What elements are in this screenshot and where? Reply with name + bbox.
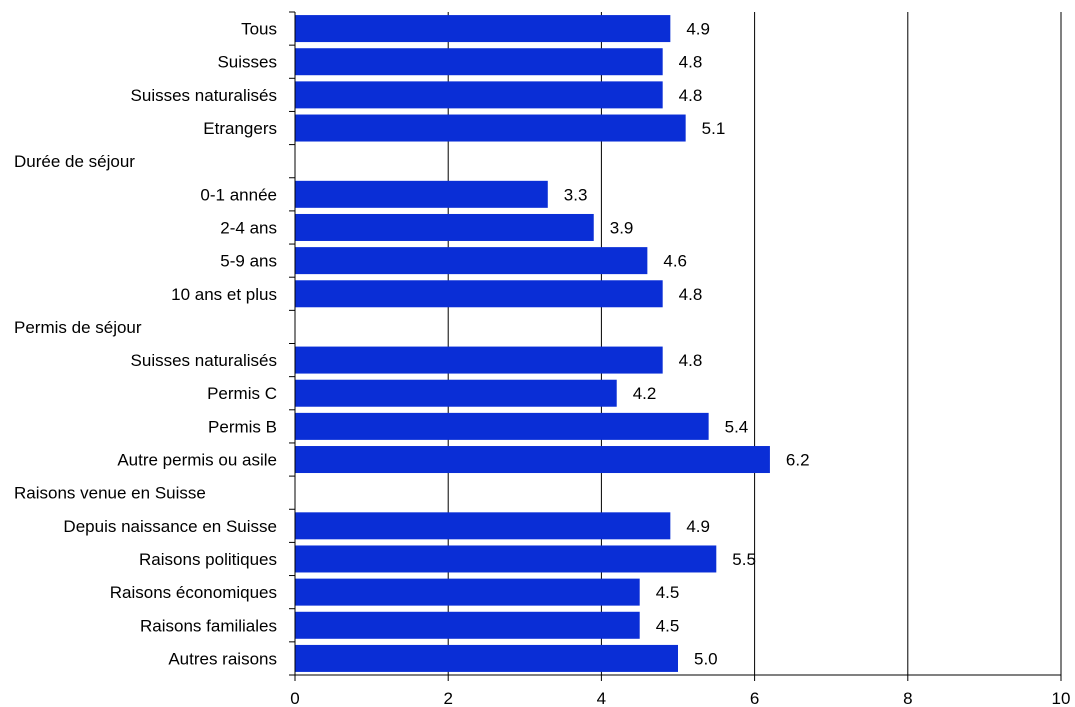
group-header: Raisons venue en Suisse	[14, 484, 206, 503]
value-label: 6.2	[786, 451, 810, 470]
category-label: Tous	[241, 20, 277, 39]
value-label: 4.8	[679, 285, 703, 304]
value-label: 4.9	[686, 20, 710, 39]
category-label: Depuis naissance en Suisse	[63, 517, 277, 536]
category-label: Raisons familiales	[140, 616, 277, 635]
category-label: Autre permis ou asile	[117, 451, 277, 470]
value-label: 4.5	[656, 616, 680, 635]
value-label: 5.0	[694, 649, 718, 668]
x-tick-label: 4	[597, 689, 606, 707]
bar	[295, 512, 671, 540]
value-label: 4.9	[686, 517, 710, 536]
category-label: Suisses naturalisés	[131, 351, 277, 370]
value-label: 5.4	[725, 417, 749, 436]
value-label: 4.5	[656, 583, 680, 602]
x-tick-label: 10	[1052, 689, 1071, 707]
bar	[295, 412, 709, 440]
value-label: 4.8	[679, 86, 703, 105]
x-tick-label: 8	[903, 689, 912, 707]
bar	[295, 180, 548, 208]
bar	[295, 446, 770, 474]
category-label: 2-4 ans	[220, 218, 277, 237]
bar	[295, 578, 640, 606]
x-tick-label: 2	[443, 689, 452, 707]
bar	[295, 81, 663, 109]
value-label: 4.6	[663, 252, 687, 271]
bar	[295, 48, 663, 76]
category-label: Raisons économiques	[110, 583, 277, 602]
group-header: Permis de séjour	[14, 318, 142, 337]
category-label: 5-9 ans	[220, 252, 277, 271]
category-label: 0-1 année	[200, 185, 277, 204]
value-label: 4.2	[633, 384, 657, 403]
value-label: 3.9	[610, 218, 634, 237]
category-label: Autres raisons	[168, 649, 277, 668]
group-header: Durée de séjour	[14, 152, 135, 171]
bar	[295, 15, 671, 43]
value-label: 5.1	[702, 119, 726, 138]
category-label: Permis C	[207, 384, 277, 403]
category-label: Raisons politiques	[139, 550, 277, 569]
bar	[295, 247, 648, 275]
x-tick-label: 0	[290, 689, 299, 707]
x-tick-label: 6	[750, 689, 759, 707]
bar	[295, 644, 678, 672]
category-label: 10 ans et plus	[171, 285, 277, 304]
category-label: Etrangers	[203, 119, 277, 138]
bar	[295, 346, 663, 374]
category-label: Suisses naturalisés	[131, 86, 277, 105]
bar	[295, 379, 617, 407]
value-label: 3.3	[564, 185, 588, 204]
value-label: 4.8	[679, 53, 703, 72]
bar	[295, 114, 686, 142]
value-label: 4.8	[679, 351, 703, 370]
bar	[295, 280, 663, 308]
bar	[295, 213, 594, 241]
bar	[295, 545, 717, 573]
bar	[295, 611, 640, 639]
value-label: 5.5	[732, 550, 756, 569]
category-label: Suisses	[217, 53, 277, 72]
category-label: Permis B	[208, 417, 277, 436]
